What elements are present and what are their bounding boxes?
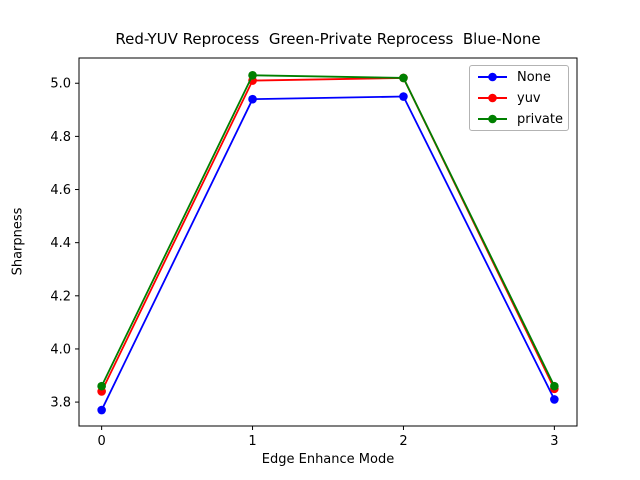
data-point-private	[399, 73, 408, 83]
data-point-private	[248, 70, 257, 80]
y-tick-label: 4.4	[50, 236, 71, 251]
y-tick-label: 4.2	[50, 289, 71, 304]
legend-label: private	[517, 111, 563, 127]
data-point-private	[97, 381, 106, 391]
y-tick-label: 5.0	[50, 77, 71, 92]
y-tick-label: 4.8	[50, 130, 71, 145]
legend-marker-yuv	[478, 93, 507, 103]
x-tick-label: 2	[399, 434, 407, 449]
legend-label: yuv	[517, 90, 541, 106]
data-point-none	[550, 395, 559, 404]
x-tick-label: 1	[248, 434, 256, 449]
data-point-none	[248, 94, 257, 104]
data-point-none	[399, 92, 408, 101]
series-line-none	[100, 95, 556, 411]
series-line-private	[100, 74, 556, 387]
data-point-none	[97, 405, 106, 415]
y-tick-label: 4.6	[50, 183, 71, 198]
chart-title: Red-YUV Reprocess Green-Private Reproces…	[115, 30, 541, 48]
y-tick-label: 3.8	[50, 396, 71, 411]
legend-item-private: private	[477, 109, 568, 130]
axes-spines	[78, 57, 578, 427]
x-tick-label: 3	[550, 434, 558, 449]
legend-marker-none	[478, 72, 507, 82]
legend-label: None	[517, 69, 551, 85]
y-tick-label: 4.0	[50, 342, 71, 357]
legend-item-yuv: yuv	[477, 88, 568, 109]
data-point-private	[550, 381, 559, 391]
y-axis-label: Sharpness	[10, 207, 26, 276]
x-tick-label: 0	[97, 434, 105, 449]
legend-marker-private	[478, 114, 507, 124]
legend-box: None yuv private	[469, 65, 569, 131]
x-axis-label: Edge Enhance Mode	[261, 452, 395, 467]
legend-item-none: None	[477, 67, 568, 88]
